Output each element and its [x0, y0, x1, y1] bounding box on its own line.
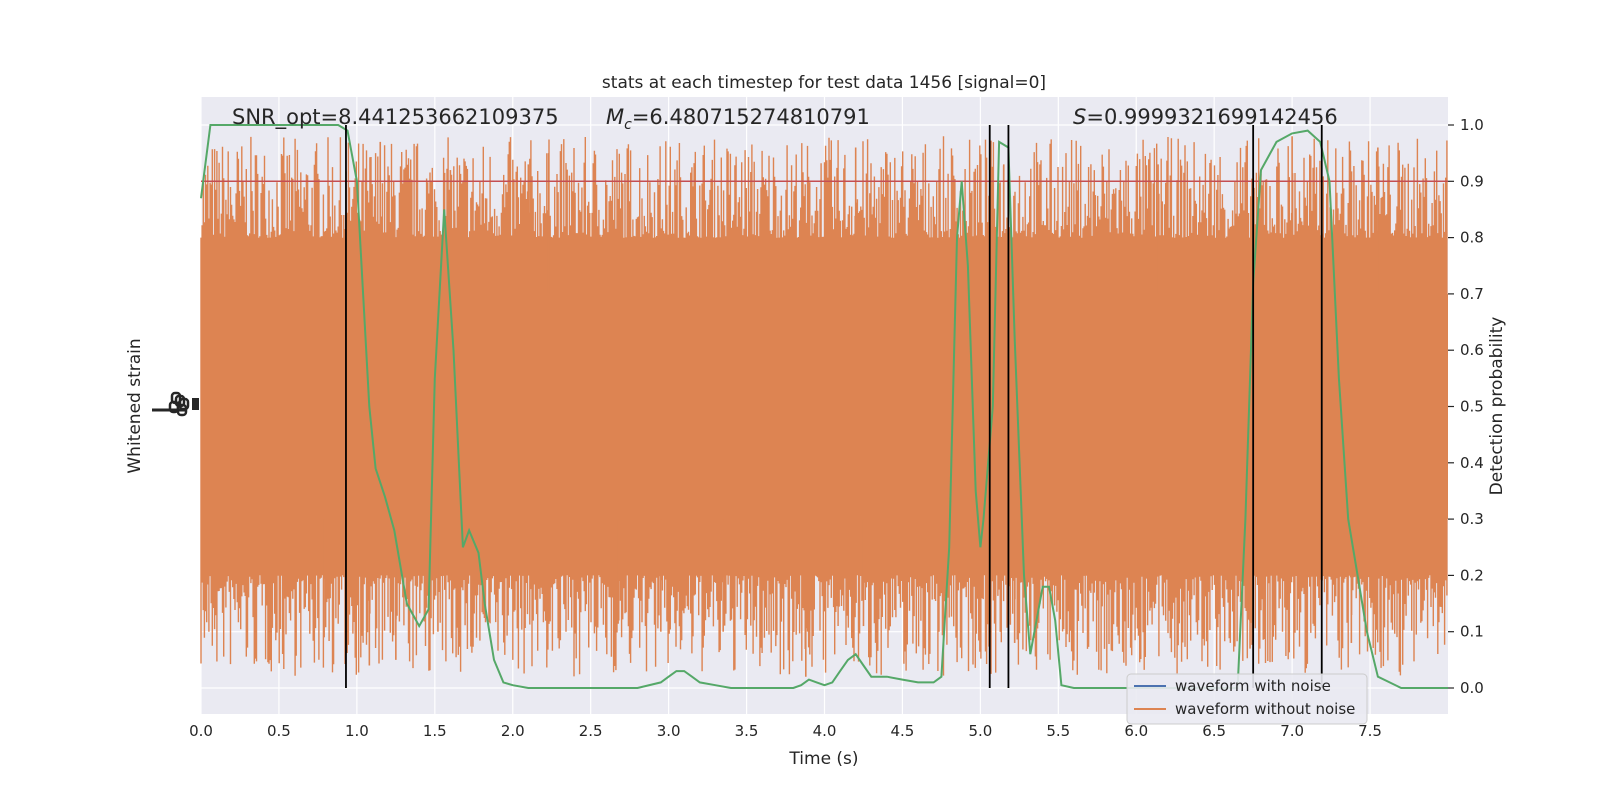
y-left-axis-label: Whitened strain	[125, 338, 145, 473]
vertical-markers	[345, 125, 1323, 688]
y-right-tick-label-3: 0.3	[1460, 510, 1484, 528]
legend-label-with-noise: waveform with noise	[1175, 677, 1331, 695]
x-tick-label-9: 4.5	[891, 722, 915, 740]
legend-box	[1126, 673, 1368, 725]
chirp-mass-subscript: c	[624, 117, 632, 133]
chirp-mass-value: =6.480715274810791	[632, 105, 870, 129]
score-symbol: S	[1073, 105, 1086, 129]
y-right-axis-label: Detection probability	[1487, 317, 1507, 496]
strain-noise-lines	[200, 136, 1448, 677]
x-axis-ticks: 0.0 0.5 1.0 1.5 2.0 2.5 3.0 3.5 4.0 4.5 5.0 5.5 6.0 6…	[189, 722, 1382, 740]
x-tick-label-7: 3.5	[735, 722, 759, 740]
y-right-tick-label-9: 0.9	[1460, 172, 1484, 190]
strain-series	[200, 136, 1448, 677]
x-tick-label-14: 7.0	[1280, 722, 1304, 740]
y-right-tick-label-7: 0.7	[1460, 285, 1484, 303]
y-right-tick-label-5: 0.5	[1460, 398, 1484, 416]
y-right-tick-label-6: 0.6	[1460, 341, 1484, 359]
x-tick-label-13: 6.5	[1202, 722, 1226, 740]
y-right-tick-label-10: 1.0	[1460, 116, 1484, 134]
y-right-tick-label-1: 0.1	[1460, 623, 1484, 641]
y-right-tick-label-0: 0.0	[1460, 679, 1484, 697]
x-tick-label-6: 3.0	[657, 722, 681, 740]
x-tick-label-2: 1.0	[345, 722, 369, 740]
y-right-tick-label-4: 0.4	[1460, 454, 1484, 472]
score-value: =0.9999321699142456	[1086, 105, 1337, 129]
y-right-tick-label-8: 0.8	[1460, 229, 1484, 247]
left-axis-tick-block	[192, 398, 199, 410]
x-tick-label-15: 7.5	[1358, 722, 1382, 740]
y-right-tick-label-2: 0.2	[1460, 566, 1484, 584]
chirp-mass-annotation: Mc=6.480715274810791	[606, 105, 870, 133]
legend: waveform with noise waveform without noi…	[1126, 673, 1368, 725]
x-axis-label: Time (s)	[788, 749, 858, 769]
y-right-axis-ticks: 0.0 0.1 0.2 0.3 0.4 0.5 0.6 0.7 0.8 0.9 1.0	[1448, 116, 1484, 697]
x-tick-label-12: 6.0	[1124, 722, 1148, 740]
x-tick-label-10: 5.0	[968, 722, 992, 740]
x-tick-label-4: 2.0	[501, 722, 525, 740]
chart-title: stats at each timestep for test data 145…	[602, 73, 1046, 93]
x-tick-label-3: 1.5	[423, 722, 447, 740]
snr-annotation: SNR_opt=8.441253662109375	[232, 105, 559, 130]
x-tick-label-1: 0.5	[267, 722, 291, 740]
x-tick-label-8: 4.0	[813, 722, 837, 740]
legend-label-without-noise: waveform without noise	[1175, 700, 1355, 718]
score-annotation: S=0.9999321699142456	[1073, 105, 1338, 129]
x-tick-label-11: 5.5	[1046, 722, 1070, 740]
left-axis-ticks	[152, 391, 199, 417]
x-tick-label-5: 2.5	[579, 722, 603, 740]
chirp-mass-symbol: M	[606, 105, 624, 129]
x-tick-label-0: 0.0	[189, 722, 213, 740]
